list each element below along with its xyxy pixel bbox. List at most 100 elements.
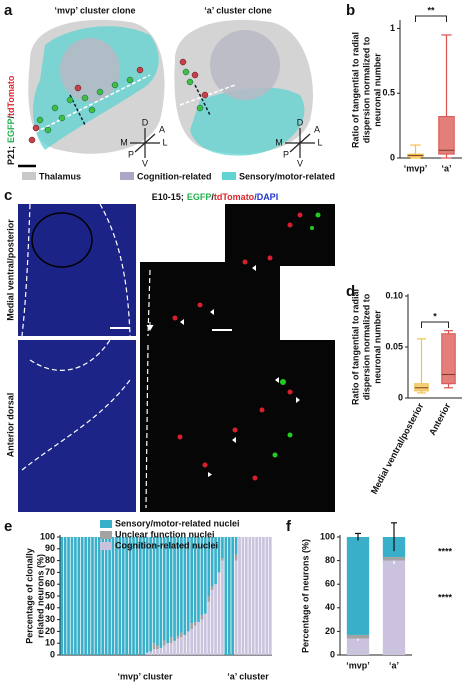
bar-segment bbox=[149, 537, 152, 652]
annotation: ‘a’ cluster bbox=[227, 671, 269, 681]
bar-segment bbox=[162, 537, 166, 641]
legend-label: Sensory/motor-related nuclei bbox=[115, 518, 240, 528]
bar-segment bbox=[166, 643, 170, 655]
bar-segment bbox=[190, 623, 193, 630]
compass-label: M bbox=[275, 137, 283, 147]
compass-label: A bbox=[314, 124, 320, 134]
x-tick-label: ‘mvp’ bbox=[346, 660, 370, 670]
annotation: **** bbox=[438, 546, 453, 556]
box bbox=[438, 116, 455, 155]
y-axis-label: Percentage of neurons (%) bbox=[300, 539, 310, 653]
bar-segment bbox=[186, 631, 190, 655]
bar-segment bbox=[111, 537, 115, 655]
bar-segment bbox=[169, 643, 173, 655]
bar-segment bbox=[84, 537, 87, 655]
y-axis-label: neuronal number bbox=[372, 53, 382, 127]
brain-right bbox=[174, 19, 314, 156]
bar-segment bbox=[241, 537, 245, 655]
bar-segment bbox=[197, 621, 200, 655]
panel-letter: b bbox=[346, 2, 355, 19]
bar-segment bbox=[60, 537, 64, 655]
bar-segment bbox=[265, 537, 269, 655]
stain-label: P21; EGFP/tdTomato bbox=[6, 75, 16, 165]
bar-segment bbox=[139, 537, 142, 655]
bar-segment bbox=[190, 537, 193, 624]
bar-segment bbox=[346, 634, 370, 639]
bar-segment bbox=[234, 537, 238, 555]
bar-segment bbox=[159, 647, 163, 655]
x-tick-label: ‘mvp’ bbox=[404, 163, 428, 173]
bar-segment bbox=[200, 537, 204, 615]
bar-segment bbox=[207, 596, 211, 602]
x-tick-label: Medial ventral/posterior bbox=[369, 401, 426, 496]
bar-segment bbox=[115, 537, 118, 655]
bar-segment bbox=[176, 636, 180, 639]
bar-segment bbox=[217, 572, 221, 655]
y-tick-label: 80 bbox=[45, 555, 55, 565]
bar-segment bbox=[346, 537, 370, 635]
bar-segment bbox=[262, 537, 265, 655]
box bbox=[414, 383, 429, 392]
stain-label: E10-15; EGFP/tdTomato/DAPI bbox=[152, 192, 278, 202]
bar-segment bbox=[221, 537, 224, 559]
bar-segment bbox=[74, 537, 77, 655]
bar-segment bbox=[94, 537, 98, 655]
y-tick-label: 20 bbox=[45, 626, 55, 636]
stain-part: tdTomato bbox=[214, 192, 255, 202]
panel-letter: a bbox=[4, 2, 13, 19]
bar-segment bbox=[128, 537, 132, 655]
panel-letter: c bbox=[4, 187, 12, 204]
legend-swatch bbox=[100, 531, 112, 539]
legend-swatch bbox=[100, 520, 112, 528]
y-axis-label: Ratio of tangential to radial bbox=[350, 32, 360, 148]
bar-segment bbox=[382, 557, 406, 561]
bar-segment bbox=[238, 537, 241, 655]
bar-segment bbox=[118, 537, 122, 655]
y-tick-label: 1 bbox=[390, 23, 395, 33]
bar-segment bbox=[183, 634, 187, 655]
panel-letter: f bbox=[286, 518, 292, 535]
compass-label: P bbox=[128, 149, 134, 159]
significance-bracket bbox=[421, 321, 449, 328]
bar-segment bbox=[251, 537, 255, 655]
legend-label: Cognition-related nuclei bbox=[115, 540, 218, 550]
bar-segment bbox=[162, 645, 166, 655]
bar-segment bbox=[156, 537, 159, 646]
bar-segment bbox=[135, 537, 139, 655]
bar-segment bbox=[101, 537, 105, 655]
compass-label: V bbox=[142, 158, 148, 168]
compass-label: L bbox=[317, 137, 322, 147]
box bbox=[441, 333, 456, 385]
bar-segment bbox=[207, 601, 211, 655]
y-tick-label: 0 bbox=[330, 649, 335, 659]
y-tick-label: 60 bbox=[325, 579, 335, 589]
stain-part: / bbox=[6, 115, 16, 118]
legend-label: Cognition-related bbox=[137, 171, 212, 181]
compass-label: P bbox=[283, 149, 289, 159]
y-axis-label: dispersion normalized to bbox=[361, 36, 371, 143]
compass-label: L bbox=[162, 137, 167, 147]
bar-segment bbox=[145, 652, 149, 655]
row-label: Medial ventral/posterior bbox=[5, 219, 15, 321]
bar-segment bbox=[203, 537, 207, 614]
compass-label: A bbox=[159, 124, 165, 134]
y-tick-label: 0.5 bbox=[382, 88, 395, 98]
bar-segment bbox=[91, 537, 94, 655]
bar-segment bbox=[159, 537, 163, 648]
bar-segment bbox=[162, 640, 166, 646]
bar-segment bbox=[104, 537, 108, 655]
bar-segment bbox=[70, 537, 74, 655]
bar-segment bbox=[149, 651, 152, 655]
bar-segment bbox=[176, 638, 180, 655]
bar-segment bbox=[193, 537, 197, 622]
bar-segment bbox=[97, 537, 101, 655]
bar-segment bbox=[180, 537, 183, 633]
significance: * bbox=[433, 311, 437, 321]
bar-segment bbox=[183, 537, 187, 635]
bar-segment bbox=[224, 537, 228, 655]
compass-label: D bbox=[142, 117, 149, 127]
bar-segment bbox=[234, 554, 238, 561]
bar-segment bbox=[121, 537, 125, 655]
bar-segment bbox=[169, 637, 173, 644]
